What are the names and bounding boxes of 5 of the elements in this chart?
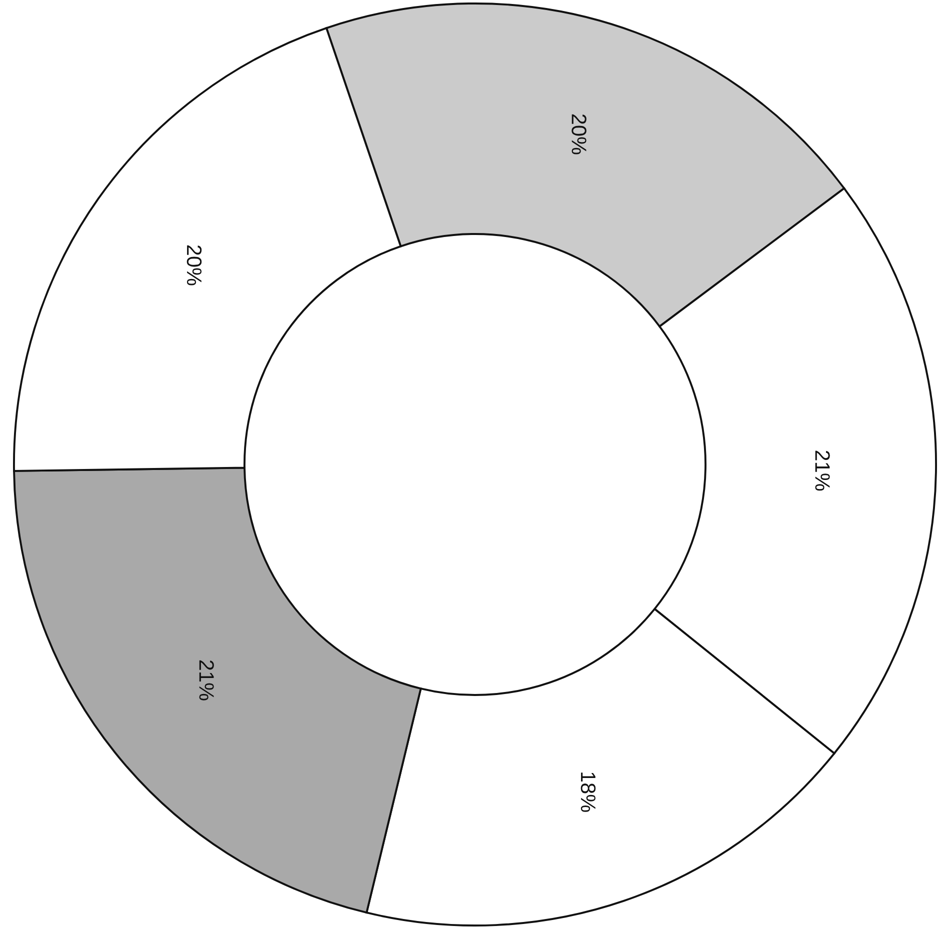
data-label: 18% (580, 772, 596, 812)
data-label: 21% (199, 660, 214, 700)
data-label: 20% (572, 114, 586, 154)
data-label: 21% (815, 450, 830, 491)
data-label: 20% (186, 245, 202, 286)
